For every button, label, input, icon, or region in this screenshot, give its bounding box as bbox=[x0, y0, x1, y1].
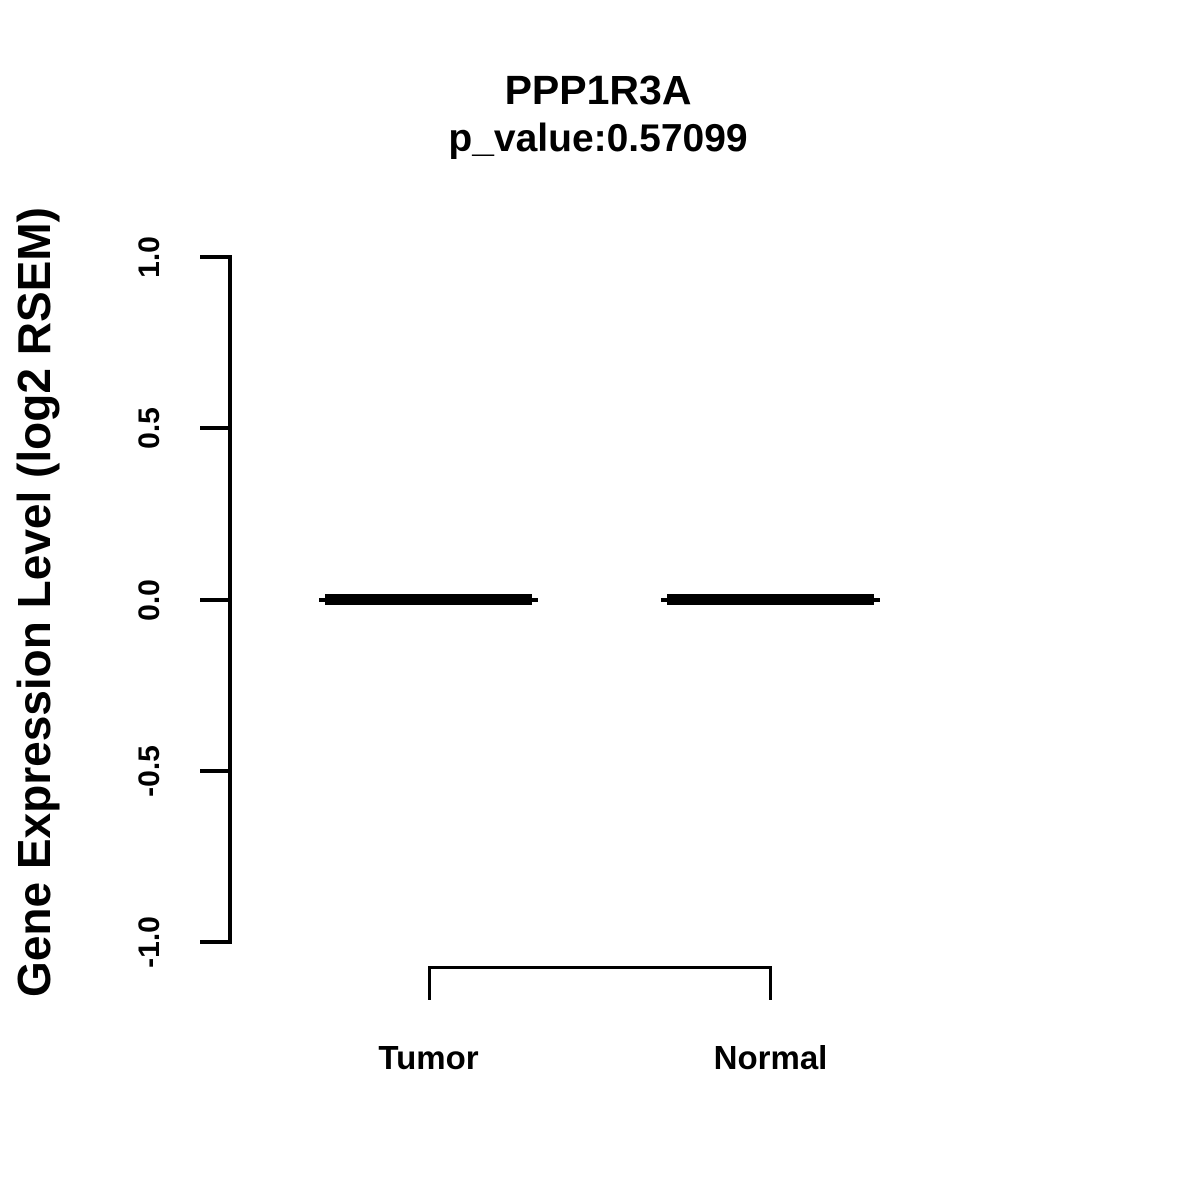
boxplot-median-tumor bbox=[325, 594, 532, 605]
chart-subtitle-pvalue: p_value:0.57099 bbox=[448, 117, 748, 160]
y-tick-label: 0.0 bbox=[133, 578, 166, 621]
y-tick-label: 1.0 bbox=[133, 236, 166, 278]
comparison-bracket-line bbox=[428, 966, 772, 969]
y-axis-line bbox=[228, 255, 232, 944]
chart-title: PPP1R3A bbox=[504, 67, 692, 113]
comparison-bracket-right-stub bbox=[769, 966, 772, 1000]
x-category-label-normal: Normal bbox=[713, 1039, 828, 1076]
boxplot-median-normal bbox=[667, 594, 874, 605]
y-tick-mark--0.5 bbox=[200, 768, 230, 773]
y-tick-mark-0.5 bbox=[200, 426, 230, 431]
y-tick-label: 0.5 bbox=[133, 407, 166, 450]
y-axis-title: Gene Expression Level (log2 RSEM) bbox=[8, 207, 60, 997]
y-tick-mark--1.0 bbox=[200, 940, 230, 944]
x-category-label-tumor: Tumor bbox=[378, 1039, 479, 1076]
y-tick-label: -1.0 bbox=[133, 916, 166, 968]
comparison-bracket-left-stub bbox=[428, 966, 431, 1000]
y-tick-mark-0.0 bbox=[200, 597, 230, 602]
y-tick-mark-1.0 bbox=[200, 255, 230, 259]
y-tick-label: -0.5 bbox=[133, 744, 166, 797]
